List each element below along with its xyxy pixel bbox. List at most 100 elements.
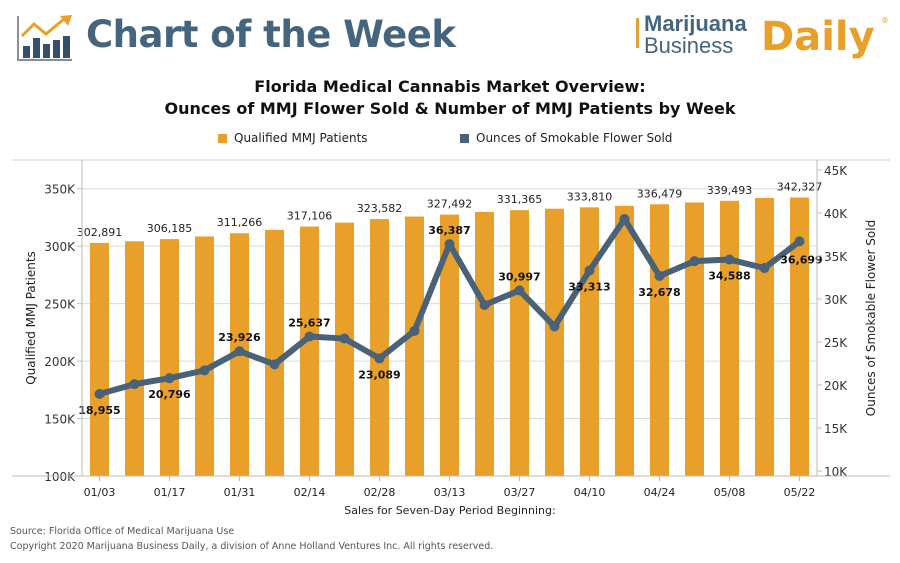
line-series-flower: [94, 214, 805, 399]
bar-data-label: 333,810: [567, 190, 613, 203]
line-data-label: 30,997: [498, 270, 540, 283]
x-tick-label: 02/28: [364, 486, 396, 499]
bar: [405, 216, 424, 476]
y-tick-label: 100K: [44, 470, 76, 484]
bar-data-label: 327,492: [427, 198, 473, 211]
line-point: [689, 256, 700, 267]
bar-data-label: 306,185: [147, 222, 193, 235]
y-tick-label: 350K: [44, 183, 76, 197]
line-point: [269, 359, 280, 370]
x-axis-title: Sales for Seven-Day Period Beginning:: [344, 504, 555, 517]
y-tick-label: 250K: [44, 298, 76, 312]
bar: [125, 241, 144, 476]
legend-label-patients: Qualified MMJ Patients: [234, 131, 368, 145]
line-data-label: 23,089: [358, 368, 400, 381]
bar-data-label: 342,327: [777, 181, 823, 194]
legend-swatch-flower: [460, 133, 469, 143]
line-point: [619, 214, 630, 225]
line-point: [374, 353, 385, 364]
bar: [300, 226, 319, 476]
line-data-label: 23,926: [218, 331, 261, 344]
y-axis-title-left: Qualified MMJ Patients: [24, 251, 38, 385]
y2-tick-label: 10K: [824, 465, 848, 479]
line-point: [199, 365, 210, 376]
legend-item-flower: Ounces of Smokable Flower Sold: [460, 131, 672, 145]
y2-tick-label: 45K: [824, 164, 848, 178]
x-tick-label: 02/14: [294, 486, 326, 499]
footer-source: Source: Florida Office of Medical Mariju…: [10, 526, 235, 537]
line-data-label: 33,313: [568, 281, 610, 294]
line-data-label: 34,588: [708, 270, 750, 283]
line-data-label: 36,387: [428, 224, 470, 237]
logo-business: Business: [644, 33, 734, 58]
chart-title: Florida Medical Cannabis Market Overview…: [254, 77, 646, 96]
line-point: [444, 239, 455, 250]
y2-tick-label: 40K: [824, 207, 848, 221]
y-tick-label: 150K: [44, 413, 76, 427]
bar: [475, 211, 494, 476]
bar: [370, 219, 389, 476]
logo-bar: [636, 18, 639, 48]
bar-chart-trend-icon: [17, 15, 72, 61]
y2-tick-label: 20K: [824, 379, 848, 393]
chart-subtitle: Ounces of MMJ Flower Sold & Number of MM…: [164, 99, 736, 118]
x-tick-label: 05/08: [714, 486, 746, 499]
y-tick-label: 300K: [44, 240, 76, 254]
bar-data-label: 336,479: [637, 187, 683, 200]
line-data-label: 36,699: [780, 253, 822, 266]
line-point: [304, 331, 315, 342]
line-point: [409, 325, 420, 336]
line-point: [514, 285, 525, 296]
line-data-labels: 18,955 20,796 23,926 25,637 23,089 36,387 30,9…: [78, 224, 822, 417]
bar: [440, 214, 459, 476]
line-point: [759, 263, 770, 274]
x-tick-label: 03/27: [504, 486, 536, 499]
bar: [685, 202, 704, 476]
y-tick-label: 200K: [44, 355, 76, 369]
line-data-label: 32,678: [638, 286, 680, 299]
bar: [615, 205, 634, 476]
y-axis-title-right: Ounces of Smokable Flower Sold: [864, 220, 878, 416]
line-point: [794, 236, 805, 247]
legend: Qualified MMJ Patients Ounces of Smokabl…: [0, 131, 900, 149]
bar: [195, 236, 214, 476]
x-tick-label: 01/03: [84, 486, 116, 499]
bar-data-label: 331,365: [497, 193, 543, 206]
chart-of-the-week-title: Chart of the Week: [86, 13, 456, 56]
footer-copyright: Copyright 2020 Marijuana Business Daily,…: [10, 541, 494, 552]
bar-data-labels: 302,891 306,185 311,266 317,106 323,582 327,4…: [77, 181, 823, 239]
line-data-label: 25,637: [288, 317, 330, 330]
line-point: [129, 379, 140, 390]
y2-tick-label: 30K: [824, 293, 848, 307]
registered-mark: ®: [881, 16, 889, 25]
line-point: [584, 265, 595, 276]
bar-data-label: 323,582: [357, 202, 403, 215]
y2-tick-label: 15K: [824, 422, 848, 436]
line-point: [654, 270, 665, 281]
legend-item-patients: Qualified MMJ Patients: [218, 131, 368, 145]
x-tick-label: 01/31: [224, 486, 256, 499]
bar: [650, 204, 669, 476]
axes: 100K 150K 200K 250K 300K 350K 10K 15K 20K 25K 30K 3…: [12, 160, 890, 499]
legend-label-flower: Ounces of Smokable Flower Sold: [476, 131, 673, 145]
x-tick-label: 04/24: [644, 486, 676, 499]
bar-data-label: 311,266: [217, 216, 263, 229]
x-tick-label: 05/22: [784, 486, 816, 499]
bar: [160, 239, 179, 476]
line-data-label: 20,796: [148, 388, 191, 401]
bar: [545, 208, 564, 477]
x-tick-label: 04/10: [574, 486, 606, 499]
line-point: [549, 321, 560, 332]
bar-data-label: 317,106: [287, 210, 333, 223]
line-point: [339, 333, 350, 344]
bar: [790, 197, 809, 476]
legend-swatch-patients: [218, 133, 227, 143]
bar-data-label: 302,891: [77, 226, 123, 239]
logo-daily: Daily: [761, 14, 875, 60]
bar: [510, 210, 529, 477]
line-point: [164, 373, 175, 384]
y2-tick-label: 35K: [824, 250, 848, 264]
bar: [755, 197, 774, 477]
line-point: [479, 300, 490, 311]
